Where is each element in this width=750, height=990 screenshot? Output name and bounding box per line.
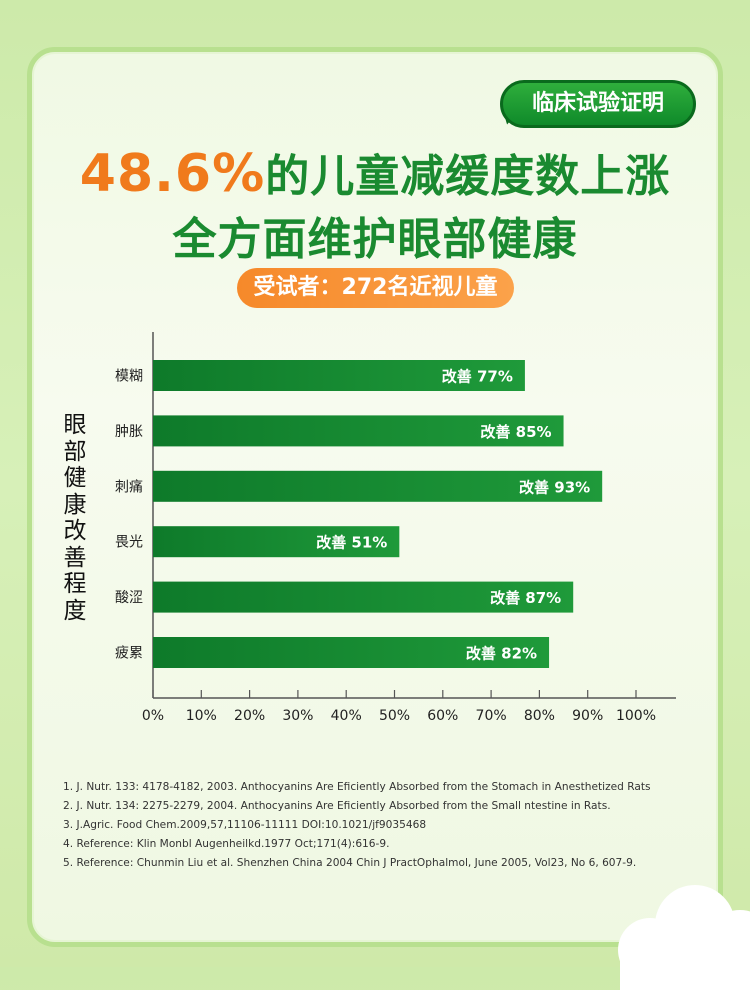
x-tick-label: 60% bbox=[427, 708, 458, 724]
x-tick-label: 0% bbox=[142, 708, 164, 724]
x-tick-label: 20% bbox=[234, 708, 265, 724]
y-axis-title-char: 康 bbox=[63, 491, 87, 518]
cloud-decoration bbox=[618, 885, 750, 990]
references: 1. J. Nutr. 133: 4178-4182, 2003. Anthoc… bbox=[63, 778, 713, 873]
bar bbox=[153, 581, 574, 613]
x-tick-label: 70% bbox=[476, 708, 507, 724]
bar bbox=[153, 470, 603, 502]
x-tick-label: 30% bbox=[282, 708, 313, 724]
data-label: 改善 77% bbox=[442, 368, 513, 386]
bar bbox=[153, 415, 564, 447]
y-axis-title-char: 部 bbox=[63, 438, 87, 465]
headline-line1: 48.6%的儿童减缓度数上涨 bbox=[0, 140, 750, 204]
reference-item: 3. J.Agric. Food Chem.2009,57,11106-1111… bbox=[63, 819, 427, 831]
x-tick-label: 50% bbox=[379, 708, 410, 724]
x-tick-label: 80% bbox=[524, 708, 555, 724]
y-axis-title: 眼部健康改善程度 bbox=[60, 412, 90, 624]
y-axis-title-char: 健 bbox=[63, 465, 87, 491]
category-label: 刺痛 bbox=[115, 478, 143, 495]
reference-item: 4. Reference: Klin Monbl Augenheilkd.197… bbox=[63, 838, 390, 850]
category-label: 疲累 bbox=[115, 645, 143, 662]
category-label: 肿胀 bbox=[115, 424, 143, 440]
reference-item: 5. Reference: Chunmin Liu et al. Shenzhe… bbox=[63, 857, 637, 869]
clinical-badge: 临床试验证明 bbox=[500, 80, 696, 128]
bar bbox=[153, 526, 400, 558]
x-tick-label: 90% bbox=[572, 708, 603, 724]
y-axis-title-char: 眼 bbox=[63, 412, 87, 438]
y-axis-title-char: 改 bbox=[63, 518, 87, 544]
data-label: 改善 87% bbox=[490, 589, 561, 607]
data-label: 改善 93% bbox=[519, 478, 590, 496]
category-label: 模糊 bbox=[115, 369, 143, 385]
headline-line2: 全方面维护眼部健康 bbox=[172, 214, 578, 265]
reference-item: 1. J. Nutr. 133: 4178-4182, 2003. Anthoc… bbox=[63, 781, 651, 793]
category-label: 畏光 bbox=[115, 535, 143, 551]
x-tick-label: 100% bbox=[616, 708, 656, 724]
headline-highlight: 48.6% bbox=[79, 144, 266, 204]
bar bbox=[153, 637, 550, 668]
category-label: 酸涩 bbox=[115, 590, 143, 606]
y-axis-title-char: 程 bbox=[63, 571, 87, 597]
data-label: 改善 51% bbox=[316, 534, 387, 552]
y-axis-title-char: 善 bbox=[63, 544, 87, 571]
bar bbox=[153, 360, 525, 391]
bar-chart: 0% 10% 20% 30% 40% 50% 60% 70% 80% 90% 100% 模糊 改善 77… bbox=[115, 332, 676, 724]
x-tick-label: 40% bbox=[331, 708, 362, 724]
headline-line1-rest: 的儿童减缓度数上涨 bbox=[265, 151, 671, 202]
reference-item: 2. J. Nutr. 134: 2275-2279, 2004. Anthoc… bbox=[63, 800, 611, 812]
data-label: 改善 85% bbox=[480, 423, 551, 441]
subject-pill: 受试者：272名近视儿童 bbox=[237, 268, 514, 308]
y-axis-title-char: 度 bbox=[63, 597, 87, 624]
x-tick-label: 10% bbox=[186, 708, 217, 724]
data-label: 改善 82% bbox=[466, 645, 537, 663]
